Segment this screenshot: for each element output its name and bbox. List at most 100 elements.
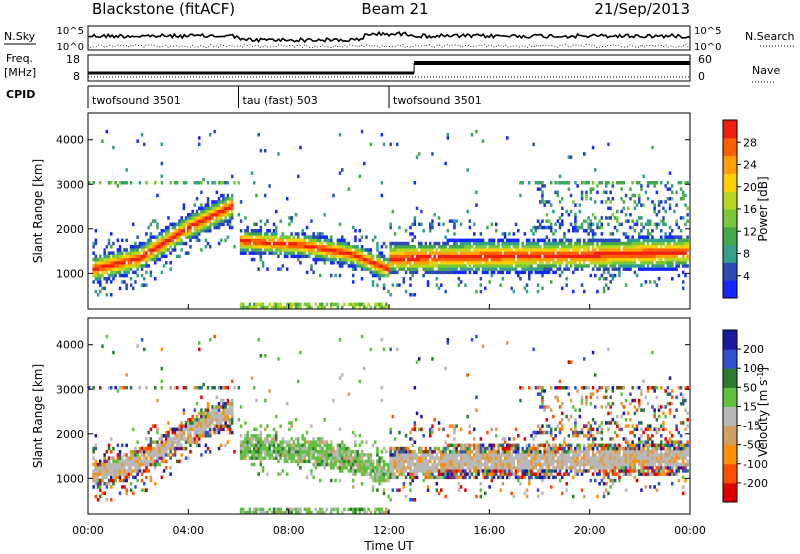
power-cell [380,133,384,137]
power-cell [413,293,417,297]
velocity-cell [506,462,509,467]
velocity-cell [385,478,388,483]
power-cell [162,238,166,243]
nave-tick-bottom: 0 [698,70,705,83]
power-cell [574,225,577,230]
power-cell [484,248,487,252]
velocity-cell [209,411,212,416]
velocity-cell [250,456,254,460]
power-cell [651,261,654,265]
velocity-cell [176,434,179,438]
power-cell [220,213,223,217]
velocity-cell [437,459,441,464]
power-cell [589,219,593,223]
power-cell [204,245,208,249]
power-cell [517,257,520,262]
power-cell [651,200,654,204]
power-cell [198,229,201,233]
velocity-cell [294,443,298,448]
power-cell [244,229,247,233]
velocity-cell [459,472,463,476]
velocity-cell [341,443,344,448]
power-cell [363,248,366,252]
velocity-cell [431,462,434,467]
velocity-cell [495,466,498,470]
power-cell [629,251,632,255]
power-cell [321,245,324,249]
power-cell [468,251,472,255]
power-cell [565,248,568,252]
velocity-cell [136,472,139,476]
power-cell [110,273,113,278]
power-cell [132,286,135,291]
power-cell [609,238,612,243]
power-cell [418,257,421,262]
power-cell [409,245,412,249]
power-cell [195,235,199,239]
power-cell [609,264,612,268]
velocity-cell [220,411,223,416]
power-cell [204,213,208,217]
power-cell [598,219,601,223]
power-cell [391,248,395,252]
velocity-cell [455,446,458,451]
velocity-cell [389,498,392,502]
power-cell [552,248,555,252]
power-cell [112,261,115,265]
power-cell [374,273,377,278]
velocity-cell [413,475,417,480]
velocity-cell [380,472,384,476]
freq-tick-top: 18 [66,53,80,66]
power-cell [380,305,384,310]
power-cell [345,254,348,259]
velocity-cell [347,507,351,512]
velocity-cell [305,430,309,435]
power-cell [407,245,410,249]
power-cell [396,142,399,147]
power-cell [609,245,612,249]
velocity-cell [220,405,223,409]
power-cell [561,248,564,252]
velocity-cell [250,510,254,515]
power-cell [464,267,467,271]
power-cell [497,238,500,243]
velocity-cell [330,462,333,467]
power-cell [556,254,560,259]
velocity-cell [424,446,428,451]
velocity-cell [250,440,254,444]
power-cell [501,254,505,259]
velocity-cell [466,446,469,451]
power-cell [187,225,190,230]
power-cell [519,261,522,265]
velocity-cell [310,443,313,448]
power-cell [222,193,225,198]
power-cell [356,257,359,262]
power-cell [336,245,340,249]
velocity-cell [116,469,120,473]
velocity-cell [466,443,469,448]
power-cell [442,254,445,259]
power-cell [242,302,245,307]
power-cell [110,264,113,268]
power-cell [673,267,676,271]
velocity-cell [325,507,329,512]
power-cell [198,206,201,211]
velocity-cell [292,453,296,457]
velocity-cell [99,386,102,390]
velocity-cell [481,446,485,451]
power-cell [413,245,417,249]
power-cell [435,283,439,287]
power-cell [426,257,430,262]
power-cell [363,264,366,268]
power-cell [556,241,560,246]
velocity-cell [338,338,342,342]
velocity-cell [226,386,230,390]
power-cell [226,219,230,223]
velocity-cell [319,453,322,457]
velocity-cell [206,411,210,416]
velocity-cell [246,440,249,444]
power-cell [367,254,370,259]
power-cell [268,302,271,307]
power-cell [398,283,401,287]
velocity-cell [191,418,194,422]
